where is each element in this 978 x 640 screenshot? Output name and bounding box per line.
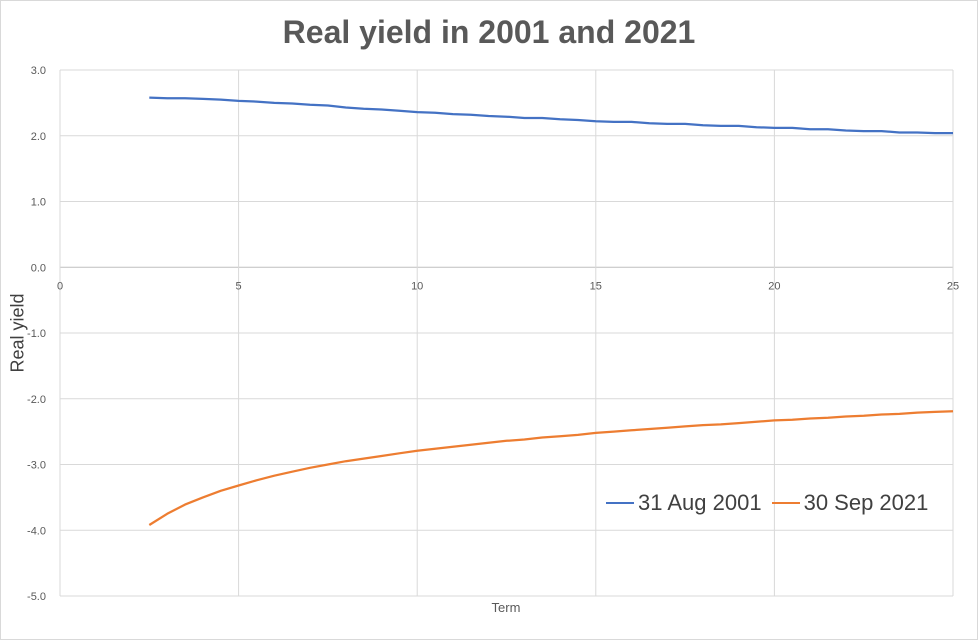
x-tick-label: 25 <box>947 280 959 292</box>
legend-label-2001: 31 Aug 2001 <box>638 490 762 515</box>
legend-swatch-2021 <box>771 502 800 504</box>
x-tick-label: 20 <box>768 280 780 292</box>
y-tick-label: -5.0 <box>27 591 46 603</box>
legend-swatch-2001 <box>606 502 634 504</box>
legend-label-2021: 30 Sep 2021 <box>803 490 929 515</box>
y-tick-label: 2.0 <box>31 131 46 143</box>
y-tick-label: -4.0 <box>27 525 46 537</box>
legend-item-2001: 31 Aug 2001 <box>606 490 762 516</box>
y-tick-label: -1.0 <box>27 328 46 340</box>
y-tick-label: 0.0 <box>31 262 46 274</box>
gridlines <box>59 69 954 597</box>
x-tick-label: 10 <box>411 280 423 292</box>
x-tick-label: 15 <box>590 280 602 292</box>
series-line-2001 <box>149 96 953 135</box>
x-tick-label: 5 <box>236 280 242 292</box>
tick-labels: 3.0 2.0 1.0 0.0 -1.0 -2.0 -3.0 -4.0 -5.0 0 5 10 15 20… <box>27 65 959 603</box>
y-tick-label: 3.0 <box>31 65 46 77</box>
y-tick-label: -3.0 <box>27 460 46 472</box>
y-tick-label: 1.0 <box>31 197 46 209</box>
y-tick-label: -2.0 <box>27 394 46 406</box>
x-tick-label: 0 <box>57 280 63 292</box>
x-axis-label: Term <box>491 600 521 615</box>
legend-item-2021: 30 Sep 2021 <box>771 490 929 516</box>
series-lines <box>148 96 954 526</box>
chart-title: Real yield in 2001 and 2021 <box>282 14 696 50</box>
legend: 31 Aug 2001 30 Sep 2021 <box>606 490 938 516</box>
series-line-2021 <box>148 410 954 526</box>
